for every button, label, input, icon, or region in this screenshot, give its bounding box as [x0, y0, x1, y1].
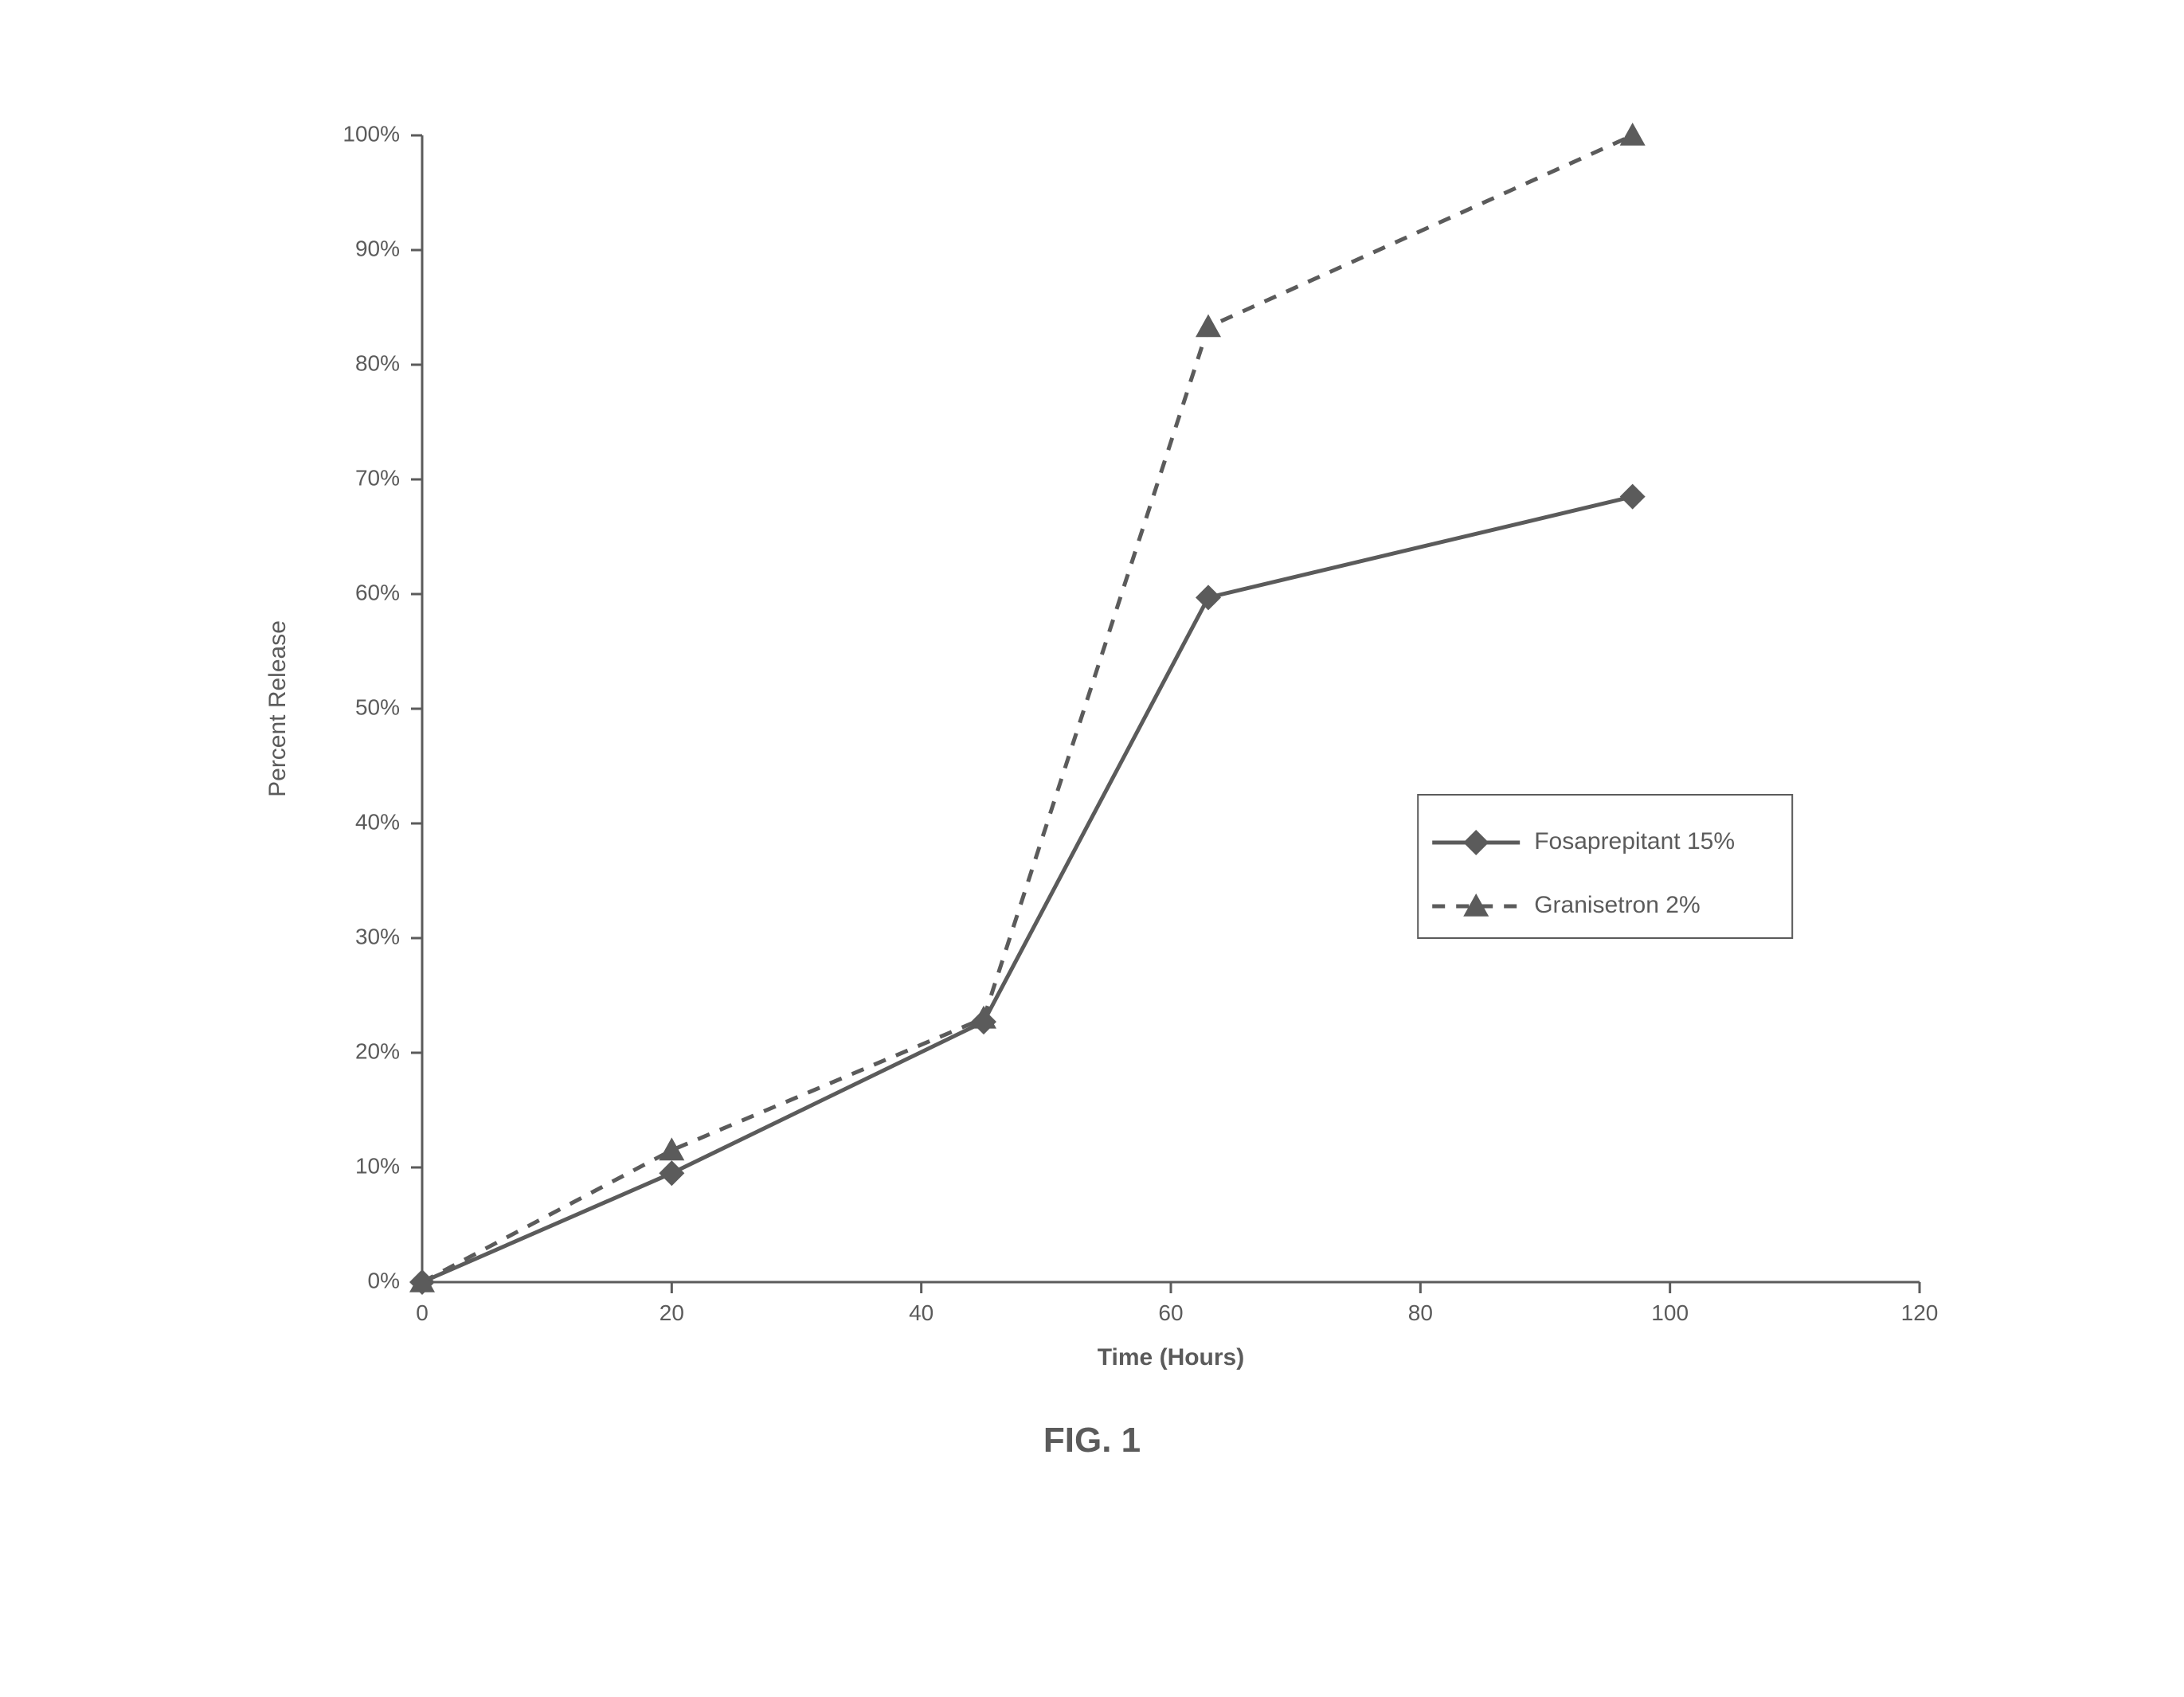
series [409, 123, 1646, 1292]
triangle-marker [659, 1137, 684, 1160]
y-tick-label: 90% [355, 236, 400, 260]
x-tick-label: 20 [660, 1300, 684, 1325]
x-tick-label: 0 [416, 1300, 429, 1325]
y-tick-label: 20% [355, 1038, 400, 1063]
series-line [422, 135, 1633, 1282]
y-tick-label: 60% [355, 580, 400, 604]
y-tick-label: 80% [355, 350, 400, 375]
diamond-marker [1196, 585, 1221, 610]
x-tick-label: 60 [1158, 1300, 1183, 1325]
y-axis-label: Percent Release [264, 620, 291, 797]
x-tick-label: 40 [909, 1300, 933, 1325]
x-tick-label: 100 [1651, 1300, 1689, 1325]
y-tick-label: 100% [342, 121, 400, 146]
x-tick-label: 120 [1901, 1300, 1939, 1325]
y-tick-label: 0% [368, 1268, 400, 1292]
diamond-marker [659, 1160, 684, 1186]
page: 0% 10% 20% 30% 40% 50% 60% 70% 80% 90% 100% Percent… [0, 0, 2184, 1697]
figure-caption: FIG. 1 [0, 1421, 2184, 1460]
y-tick-label: 50% [355, 694, 400, 719]
y-tick-label: 30% [355, 924, 400, 948]
y-tick-label: 70% [355, 465, 400, 490]
legend-label: Granisetron 2% [1534, 892, 1700, 918]
x-axis-label: Time (Hours) [1098, 1344, 1244, 1371]
triangle-marker [1196, 314, 1221, 337]
y-tick-label: 10% [355, 1153, 400, 1178]
y-tick-label: 40% [355, 809, 400, 834]
legend: Fosaprepitant 15% Granisetron 2% [1418, 795, 1792, 938]
line-chart: 0% 10% 20% 30% 40% 50% 60% 70% 80% 90% 100% Percent… [167, 104, 2015, 1489]
chart-container: 0% 10% 20% 30% 40% 50% 60% 70% 80% 90% 100% Percent… [167, 104, 2017, 1593]
legend-label: Fosaprepitant 15% [1534, 828, 1735, 854]
diamond-marker [1620, 484, 1646, 510]
triangle-marker [1620, 123, 1646, 146]
x-tick-label: 80 [1408, 1300, 1433, 1325]
